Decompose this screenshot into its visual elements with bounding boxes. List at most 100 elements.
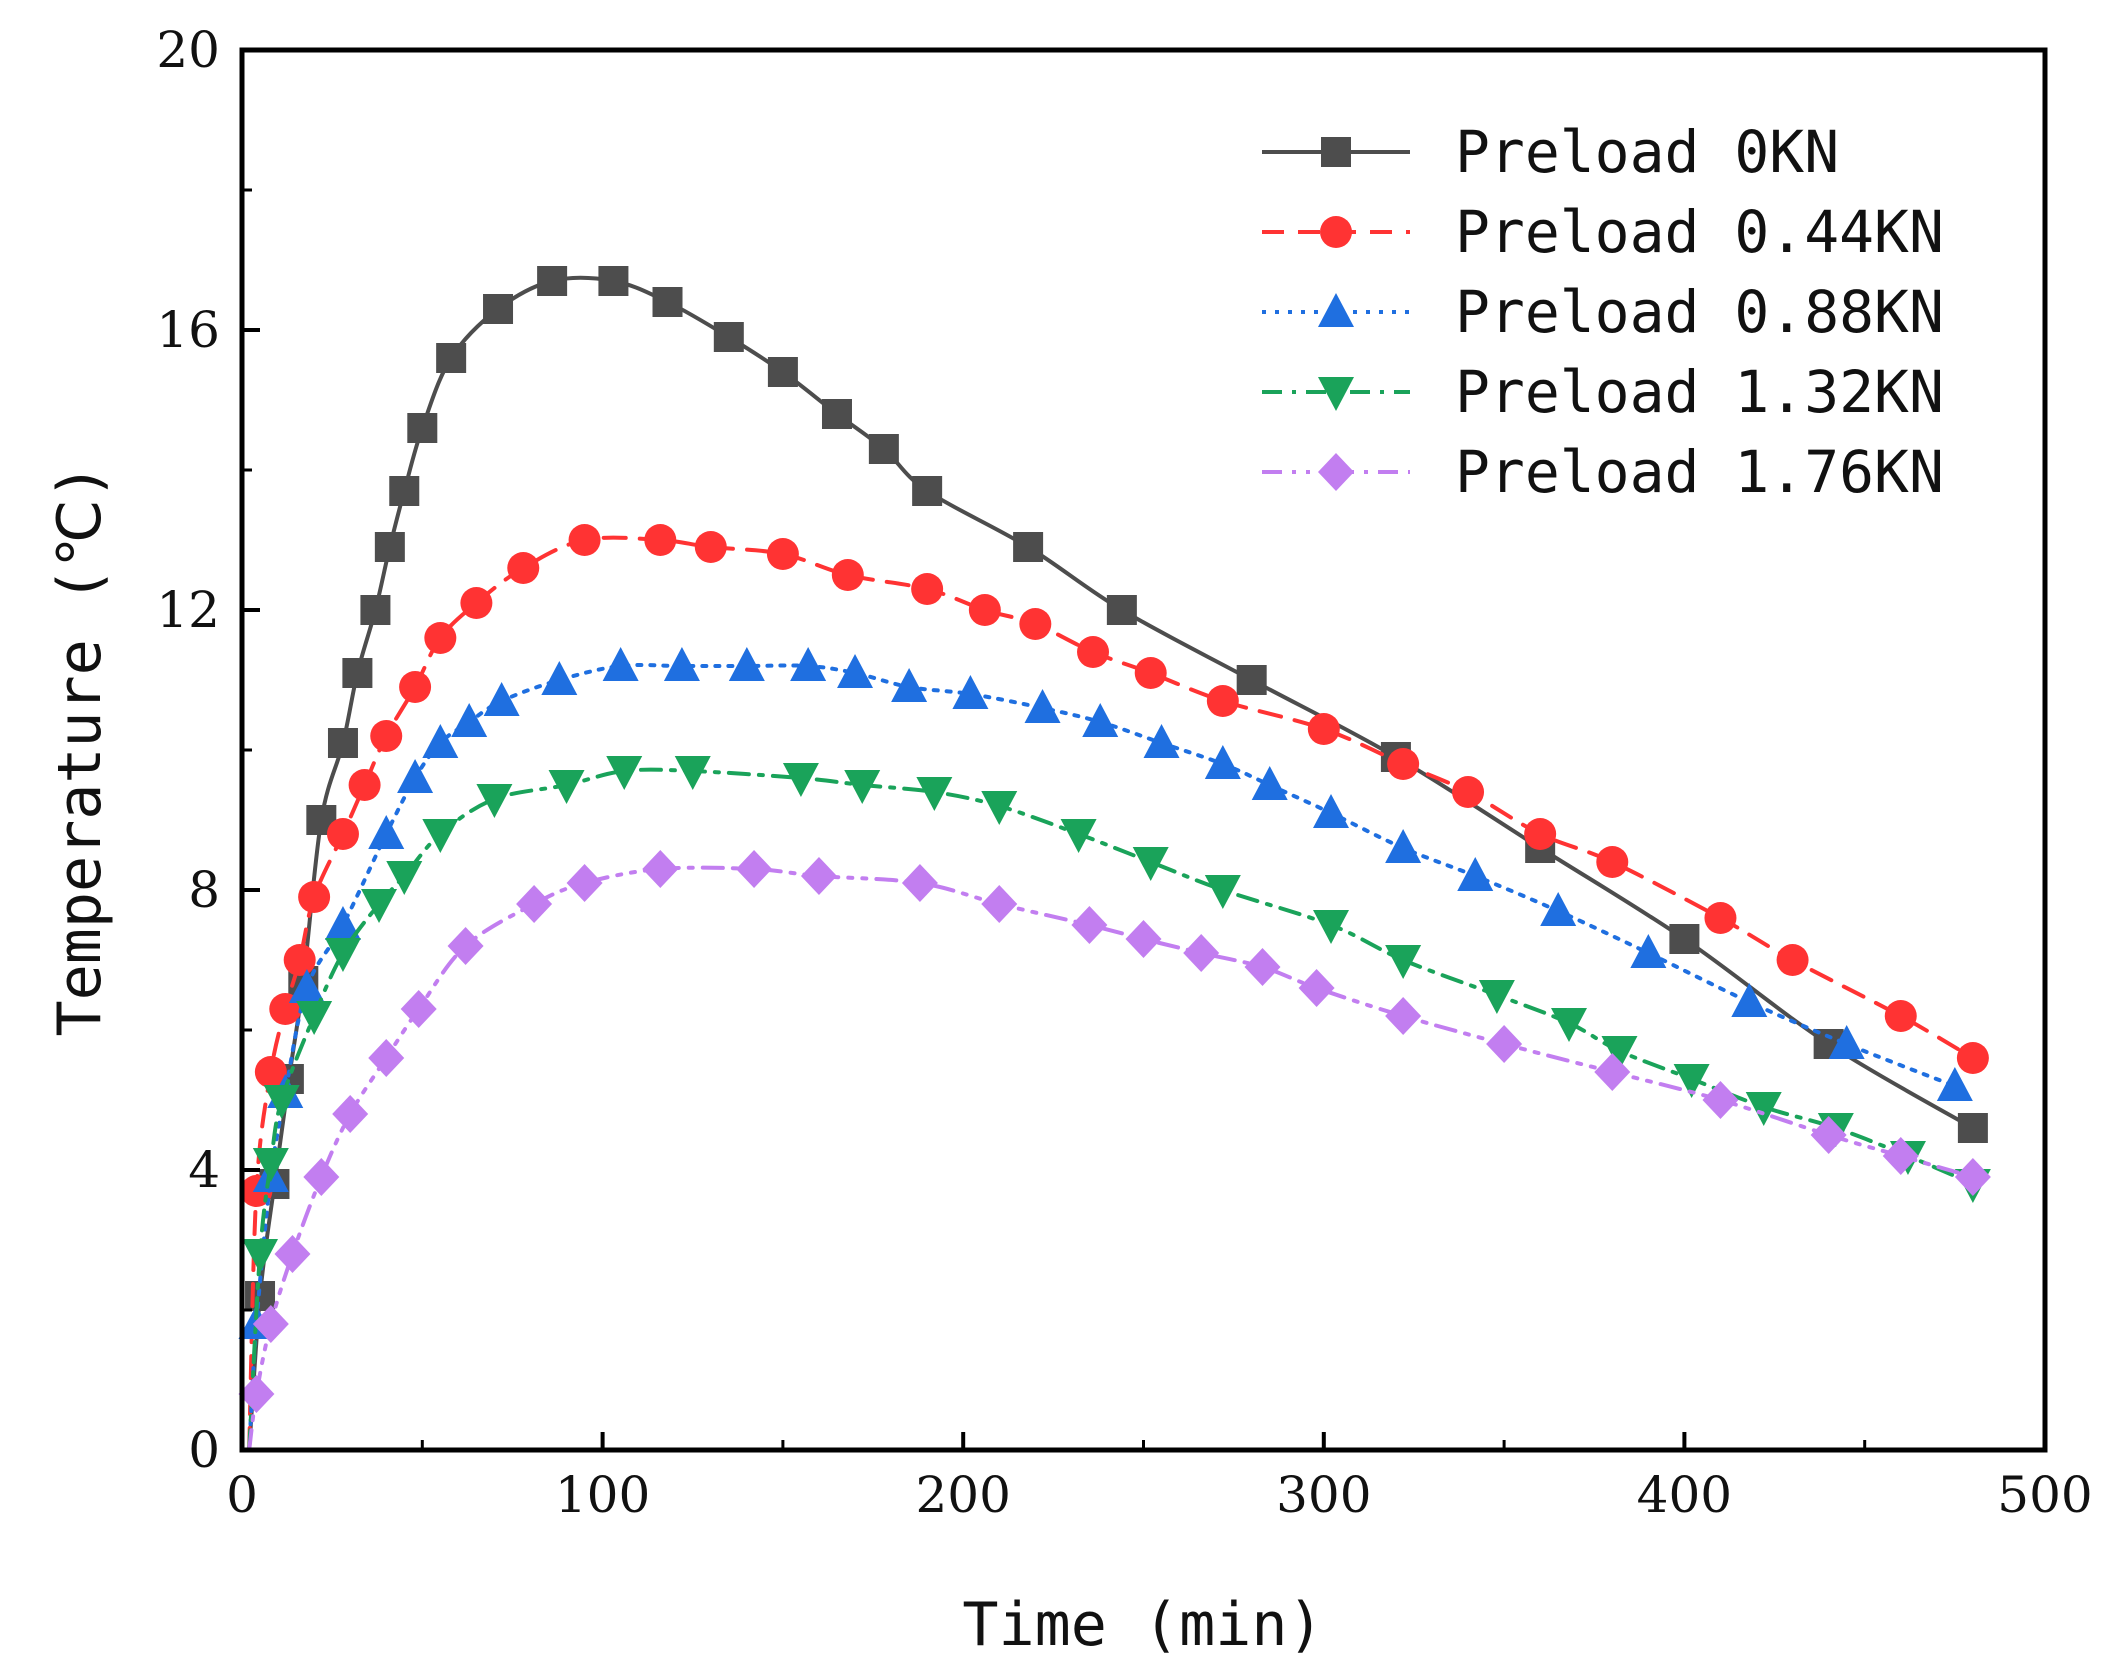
data-point xyxy=(728,647,765,681)
data-point xyxy=(1385,997,1422,1035)
legend-entry: Preload 1.76KN xyxy=(1262,438,1944,506)
data-point xyxy=(386,861,423,895)
data-point xyxy=(736,850,773,888)
y-tick-label: 4 xyxy=(188,1141,220,1199)
data-point xyxy=(602,647,639,681)
data-point xyxy=(1702,1081,1739,1119)
data-point xyxy=(1251,766,1288,800)
legend-entry: Preload 0KN xyxy=(1262,118,1839,186)
legend-entry: Preload 1.32KN xyxy=(1262,358,1944,426)
data-point xyxy=(361,889,398,923)
data-point xyxy=(296,1001,333,1035)
data-point xyxy=(1143,724,1180,758)
data-point xyxy=(694,531,727,563)
data-point xyxy=(516,885,553,923)
data-point xyxy=(1183,934,1220,972)
data-point xyxy=(1540,892,1577,926)
data-point xyxy=(916,777,953,811)
data-point xyxy=(767,357,798,387)
data-point xyxy=(800,857,837,895)
data-point xyxy=(1457,857,1494,891)
legend-marker xyxy=(1320,216,1352,248)
data-point xyxy=(1125,920,1162,958)
data-point xyxy=(1745,1092,1782,1126)
data-point xyxy=(606,756,643,790)
data-point xyxy=(981,885,1018,923)
data-point xyxy=(483,294,514,324)
data-point xyxy=(1106,595,1137,625)
data-point xyxy=(424,622,457,654)
data-point xyxy=(1313,910,1350,944)
data-point xyxy=(1077,636,1110,668)
data-point xyxy=(644,524,677,556)
data-point xyxy=(766,538,799,570)
data-point xyxy=(1810,1116,1847,1154)
x-tick-label: 300 xyxy=(1276,1466,1371,1524)
plot-layer xyxy=(238,266,1991,1452)
data-point xyxy=(451,703,488,737)
data-point xyxy=(447,927,484,965)
data-point xyxy=(1024,689,1061,723)
y-axis-title: Temperature (℃) xyxy=(45,463,115,1036)
data-point xyxy=(332,1095,369,1133)
data-point xyxy=(1385,945,1422,979)
data-point xyxy=(548,770,585,804)
data-point xyxy=(541,661,578,695)
data-point xyxy=(968,594,1001,626)
x-tick-label: 400 xyxy=(1637,1466,1732,1524)
data-point xyxy=(1387,748,1420,780)
data-point xyxy=(389,476,420,506)
data-point xyxy=(1956,1042,1989,1074)
x-tick-label: 200 xyxy=(915,1466,1010,1524)
data-point xyxy=(568,524,601,556)
y-tick-label: 12 xyxy=(156,581,220,639)
data-point xyxy=(254,1056,287,1088)
legend: Preload 0KN Preload 0.44KN Preload 0.88KN P… xyxy=(1262,118,1944,506)
legend-label: Preload 0.88KN xyxy=(1455,278,1944,346)
data-point xyxy=(1060,819,1097,853)
legend-marker xyxy=(1318,293,1354,327)
data-point xyxy=(1936,1067,1973,1101)
series-1 xyxy=(240,524,1989,1452)
data-point xyxy=(1630,934,1667,968)
data-point xyxy=(283,944,316,976)
x-tick-label: 500 xyxy=(1997,1466,2092,1524)
data-point xyxy=(238,1375,275,1413)
data-point xyxy=(303,1158,340,1196)
legend-marker xyxy=(1318,453,1354,491)
data-point xyxy=(566,864,603,902)
data-point xyxy=(1704,902,1737,934)
y-tick-label: 20 xyxy=(156,21,220,79)
data-point xyxy=(674,756,711,790)
data-point xyxy=(374,532,405,562)
data-point xyxy=(1596,846,1629,878)
data-point xyxy=(324,906,361,940)
data-point xyxy=(837,654,874,688)
data-point xyxy=(288,969,325,1003)
data-point xyxy=(1673,1064,1710,1098)
data-point xyxy=(1134,657,1167,689)
data-point xyxy=(782,763,819,797)
data-point xyxy=(298,881,331,913)
data-point xyxy=(1478,980,1515,1014)
data-point xyxy=(1551,1008,1588,1042)
data-point xyxy=(1524,818,1557,850)
data-point xyxy=(911,573,944,605)
data-point xyxy=(1828,1025,1865,1059)
data-point xyxy=(368,1039,405,1077)
data-point xyxy=(483,682,520,716)
data-point xyxy=(360,595,391,625)
data-point xyxy=(1132,847,1169,881)
data-point xyxy=(370,720,403,752)
data-point xyxy=(1307,713,1340,745)
legend-label: Preload 1.32KN xyxy=(1455,358,1944,426)
data-point xyxy=(952,675,989,709)
legend-entry: Preload 0.88KN xyxy=(1262,278,1944,346)
data-point xyxy=(1313,794,1350,828)
data-point xyxy=(252,1148,289,1182)
series-line xyxy=(247,865,1975,1452)
data-point xyxy=(326,818,359,850)
data-point xyxy=(1204,875,1241,909)
data-point xyxy=(422,819,459,853)
